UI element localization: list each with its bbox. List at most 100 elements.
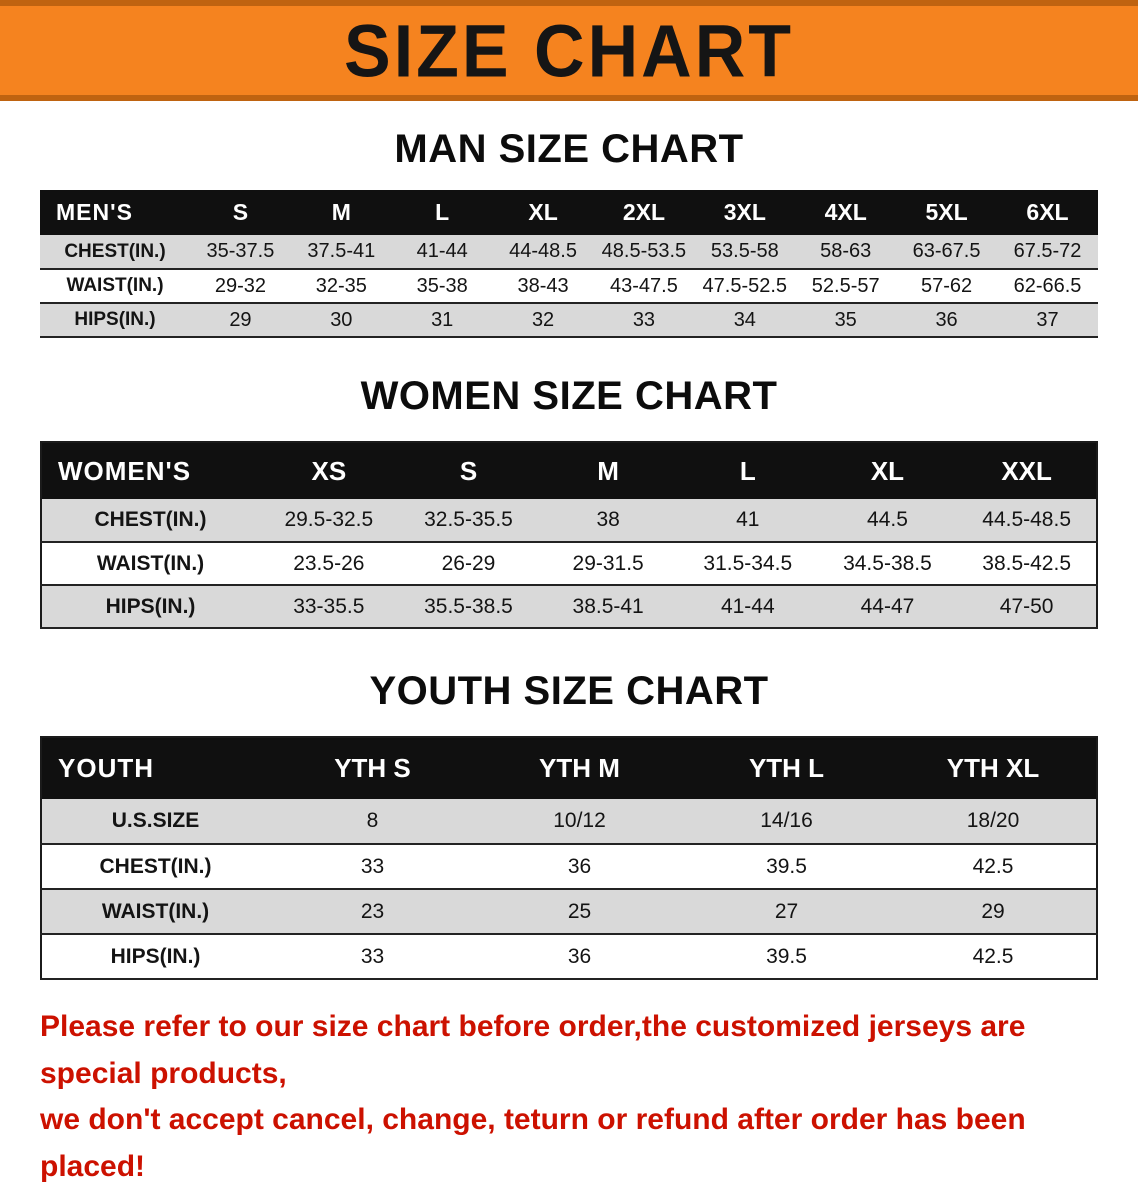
size-value: 36 xyxy=(476,934,683,980)
row-label: CHEST(IN.) xyxy=(41,499,259,543)
youth-chart-heading: YOUTH SIZE CHART xyxy=(369,669,769,713)
youth-waist-row: WAIST(IN.) 23 25 27 29 xyxy=(41,889,1097,935)
size-chart-banner: SIZE CHART xyxy=(0,0,1138,101)
men-hips-row: HIPS(IN.) 29 30 31 32 33 34 35 36 37 xyxy=(40,303,1098,338)
col-header: 6XL xyxy=(997,190,1098,235)
size-value: 29-32 xyxy=(190,269,291,304)
size-value: 35.5-38.5 xyxy=(398,585,539,629)
size-value: 33-35.5 xyxy=(259,585,399,629)
col-header: 3XL xyxy=(694,190,796,235)
col-header: L xyxy=(391,190,493,235)
men-size-table: MEN'S S M L XL 2XL 3XL 4XL 5XL 6XL CHEST… xyxy=(40,190,1098,338)
size-value: 38.5-42.5 xyxy=(957,542,1097,586)
disclaimer-line-2: we don't accept cancel, change, teturn o… xyxy=(40,1103,1026,1183)
size-value: 31.5-34.5 xyxy=(677,542,818,586)
youth-size-chart-section: YOUTH SIZE CHART YOUTH YTH S YTH M YTH L… xyxy=(0,669,1138,980)
size-value: 62-66.5 xyxy=(997,269,1098,304)
women-header-row: WOMEN'S XS S M L XL XXL xyxy=(41,442,1097,499)
col-header: L xyxy=(677,442,818,499)
size-value: 38 xyxy=(538,499,678,543)
youth-table-corner-label: YOUTH xyxy=(41,737,269,799)
women-chest-row: CHEST(IN.) 29.5-32.5 32.5-35.5 38 41 44.… xyxy=(41,499,1097,543)
col-header: 4XL xyxy=(795,190,897,235)
row-label: CHEST(IN.) xyxy=(40,235,190,270)
youth-hips-row: HIPS(IN.) 33 36 39.5 42.5 xyxy=(41,934,1097,980)
size-value: 42.5 xyxy=(890,844,1097,890)
row-label: WAIST(IN.) xyxy=(41,542,259,586)
size-value: 38.5-41 xyxy=(538,585,678,629)
size-value: 8 xyxy=(269,799,476,845)
size-value: 10/12 xyxy=(476,799,683,845)
size-value: 32 xyxy=(492,303,594,338)
size-value: 37 xyxy=(997,303,1098,338)
disclaimer-text: Please refer to our size chart before or… xyxy=(40,1004,1110,1190)
women-waist-row: WAIST(IN.) 23.5-26 26-29 29-31.5 31.5-34… xyxy=(41,542,1097,586)
size-value: 43-47.5 xyxy=(593,269,695,304)
youth-header-row: YOUTH YTH S YTH M YTH L YTH XL xyxy=(41,737,1097,799)
col-header: M xyxy=(290,190,392,235)
size-value: 44.5 xyxy=(817,499,958,543)
col-header: S xyxy=(190,190,291,235)
men-table-corner-label: MEN'S xyxy=(40,190,190,235)
size-value: 23.5-26 xyxy=(259,542,399,586)
col-header: XL xyxy=(817,442,958,499)
women-size-table: WOMEN'S XS S M L XL XXL CHEST(IN.) 29.5-… xyxy=(40,441,1098,629)
size-value: 48.5-53.5 xyxy=(593,235,695,270)
size-value: 41-44 xyxy=(391,235,493,270)
size-value: 25 xyxy=(476,889,683,935)
size-value: 29 xyxy=(190,303,291,338)
size-value: 26-29 xyxy=(398,542,539,586)
size-value: 41 xyxy=(677,499,818,543)
size-value: 58-63 xyxy=(795,235,897,270)
youth-size-table: YOUTH YTH S YTH M YTH L YTH XL U.S.SIZE … xyxy=(40,736,1098,980)
col-header: 5XL xyxy=(896,190,997,235)
size-value: 47.5-52.5 xyxy=(694,269,796,304)
size-value: 37.5-41 xyxy=(290,235,392,270)
men-waist-row: WAIST(IN.) 29-32 32-35 35-38 38-43 43-47… xyxy=(40,269,1098,304)
size-value: 35-38 xyxy=(391,269,493,304)
size-value: 44.5-48.5 xyxy=(957,499,1097,543)
size-value: 35 xyxy=(795,303,897,338)
size-value: 29-31.5 xyxy=(538,542,678,586)
size-value: 41-44 xyxy=(677,585,818,629)
col-header: 2XL xyxy=(593,190,695,235)
size-value: 39.5 xyxy=(683,934,890,980)
women-table-corner-label: WOMEN'S xyxy=(41,442,259,499)
size-value: 39.5 xyxy=(683,844,890,890)
size-value: 33 xyxy=(269,934,476,980)
men-header-row: MEN'S S M L XL 2XL 3XL 4XL 5XL 6XL xyxy=(40,190,1098,235)
size-value: 31 xyxy=(391,303,493,338)
size-value: 52.5-57 xyxy=(795,269,897,304)
size-value: 33 xyxy=(269,844,476,890)
size-value: 14/16 xyxy=(683,799,890,845)
size-value: 44-47 xyxy=(817,585,958,629)
size-value: 44-48.5 xyxy=(492,235,594,270)
col-header: M xyxy=(538,442,678,499)
disclaimer-line-1: Please refer to our size chart before or… xyxy=(40,1010,1026,1090)
size-value: 32.5-35.5 xyxy=(398,499,539,543)
size-value: 34.5-38.5 xyxy=(817,542,958,586)
size-value: 42.5 xyxy=(890,934,1097,980)
col-header: YTH XL xyxy=(890,737,1097,799)
size-value: 57-62 xyxy=(896,269,997,304)
row-label: HIPS(IN.) xyxy=(41,934,269,980)
row-label: HIPS(IN.) xyxy=(40,303,190,338)
col-header: YTH M xyxy=(476,737,683,799)
size-value: 32-35 xyxy=(290,269,392,304)
women-hips-row: HIPS(IN.) 33-35.5 35.5-38.5 38.5-41 41-4… xyxy=(41,585,1097,629)
size-chart-banner-title: SIZE CHART xyxy=(344,9,794,92)
youth-chest-row: CHEST(IN.) 33 36 39.5 42.5 xyxy=(41,844,1097,890)
col-header: YTH L xyxy=(683,737,890,799)
col-header: XXL xyxy=(957,442,1097,499)
size-value: 38-43 xyxy=(492,269,594,304)
size-value: 36 xyxy=(476,844,683,890)
size-value: 27 xyxy=(683,889,890,935)
women-chart-heading: WOMEN SIZE CHART xyxy=(360,374,778,418)
size-value: 33 xyxy=(593,303,695,338)
col-header: YTH S xyxy=(269,737,476,799)
men-chest-row: CHEST(IN.) 35-37.5 37.5-41 41-44 44-48.5… xyxy=(40,235,1098,270)
size-value: 30 xyxy=(290,303,392,338)
row-label: WAIST(IN.) xyxy=(41,889,269,935)
size-value: 67.5-72 xyxy=(997,235,1098,270)
